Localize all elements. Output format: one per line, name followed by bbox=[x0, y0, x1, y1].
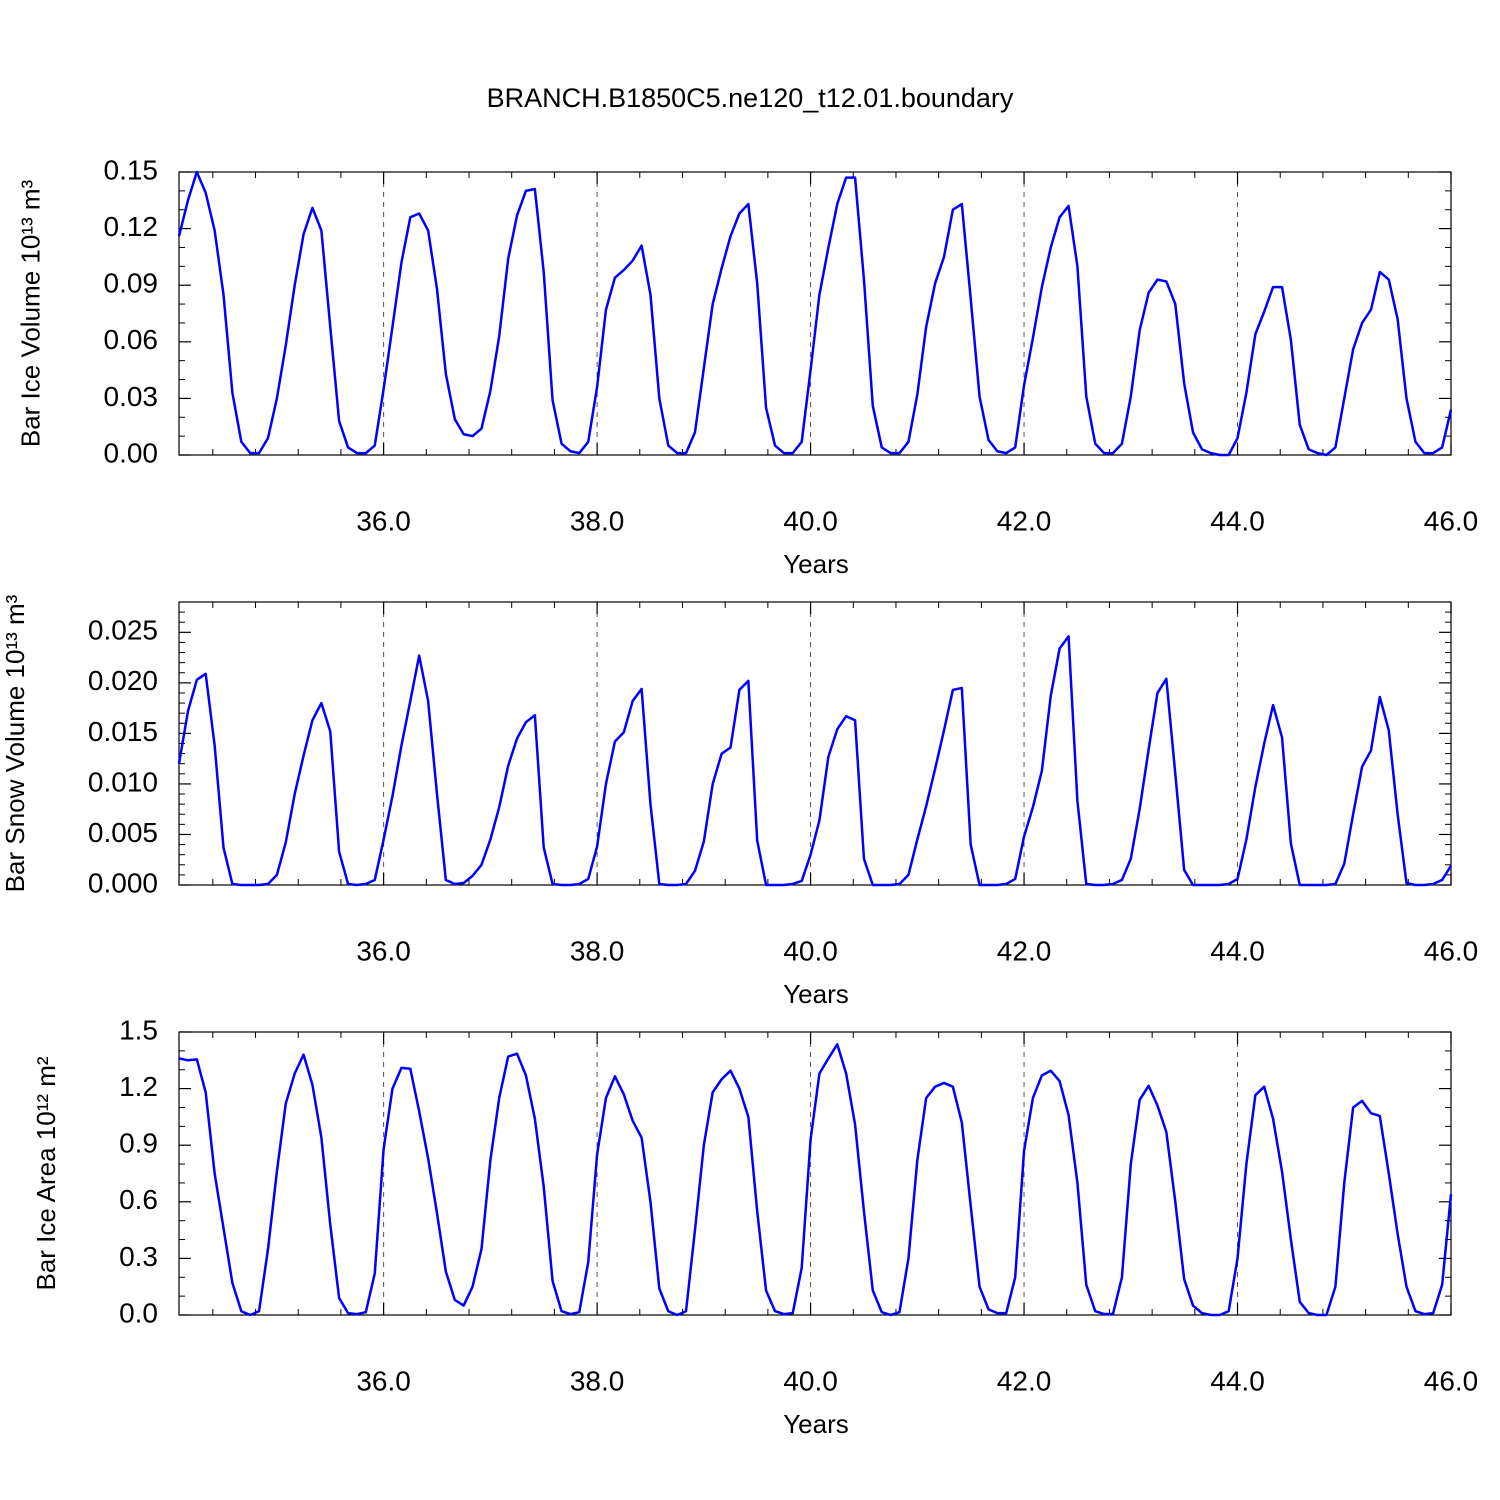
y-axis-label: Bar Ice Volume 10¹³ m³ bbox=[15, 180, 45, 448]
data-line bbox=[177, 170, 1453, 457]
panel: 36.0 38.0 40.0 42.0 44.0 46.0 0.00 0.03 0.06 0.09… bbox=[15, 154, 1478, 578]
y-tick-label: 0.00 bbox=[104, 437, 159, 468]
y-axis-label: Bar Snow Volume 10¹³ m³ bbox=[0, 594, 30, 892]
y-tick-label: 0.03 bbox=[104, 381, 159, 412]
y-tick-label: 0.015 bbox=[88, 716, 158, 747]
y-tick-label: 0.12 bbox=[104, 211, 159, 242]
y-tick-label: 0.06 bbox=[104, 324, 159, 355]
panel: 36.0 38.0 40.0 42.0 44.0 46.0 0.0 0.3 0.6 0.9 1.2 1… bbox=[31, 1014, 1478, 1438]
y-tick-label: 0.09 bbox=[104, 268, 159, 299]
x-tick-label: 42.0 bbox=[997, 505, 1052, 536]
y-tick-label: 1.2 bbox=[119, 1071, 158, 1102]
y-tick-label: 0.0 bbox=[119, 1297, 158, 1328]
x-axis-label: Years bbox=[783, 1409, 849, 1439]
panel: 36.0 38.0 40.0 42.0 44.0 46.0 0.000 0.005 0.010 0… bbox=[0, 594, 1478, 1009]
y-tick-label: 0.020 bbox=[88, 665, 158, 696]
y-tick-label: 0.010 bbox=[88, 766, 158, 797]
x-tick-label: 46.0 bbox=[1424, 1365, 1479, 1396]
x-tick-label: 40.0 bbox=[783, 505, 838, 536]
x-tick-label: 40.0 bbox=[783, 1365, 838, 1396]
x-tick-label: 44.0 bbox=[1210, 505, 1265, 536]
y-tick-label: 0.000 bbox=[88, 867, 158, 898]
y-tick-label: 0.005 bbox=[88, 817, 158, 848]
x-tick-label: 36.0 bbox=[356, 505, 411, 536]
x-tick-label: 36.0 bbox=[356, 935, 411, 966]
x-tick-label: 46.0 bbox=[1424, 505, 1479, 536]
x-axis-label: Years bbox=[783, 549, 849, 579]
x-tick-label: 44.0 bbox=[1210, 935, 1265, 966]
x-tick-label: 38.0 bbox=[570, 505, 625, 536]
y-tick-label: 0.15 bbox=[104, 154, 159, 185]
y-tick-label: 0.6 bbox=[119, 1184, 158, 1215]
plot-frame bbox=[178, 601, 1452, 886]
y-tick-label: 0.9 bbox=[119, 1128, 158, 1159]
y-axis-label: Bar Ice Area 10¹² m² bbox=[31, 1056, 61, 1290]
figure-title: BRANCH.B1850C5.ne120_t12.01.boundary bbox=[487, 83, 1014, 113]
x-tick-label: 38.0 bbox=[570, 1365, 625, 1396]
x-tick-label: 44.0 bbox=[1210, 1365, 1265, 1396]
x-tick-label: 42.0 bbox=[997, 935, 1052, 966]
y-tick-label: 0.3 bbox=[119, 1241, 158, 1272]
plot-frame bbox=[178, 171, 1452, 456]
data-line bbox=[178, 1043, 1453, 1317]
x-tick-label: 42.0 bbox=[997, 1365, 1052, 1396]
y-tick-label: 0.025 bbox=[88, 615, 158, 646]
plot-frame bbox=[178, 1031, 1452, 1316]
x-tick-label: 46.0 bbox=[1424, 935, 1479, 966]
data-line bbox=[177, 635, 1453, 887]
y-tick-label: 1.5 bbox=[119, 1014, 158, 1045]
x-tick-label: 40.0 bbox=[783, 935, 838, 966]
x-axis-label: Years bbox=[783, 979, 849, 1009]
x-tick-label: 36.0 bbox=[356, 1365, 411, 1396]
x-tick-label: 38.0 bbox=[570, 935, 625, 966]
